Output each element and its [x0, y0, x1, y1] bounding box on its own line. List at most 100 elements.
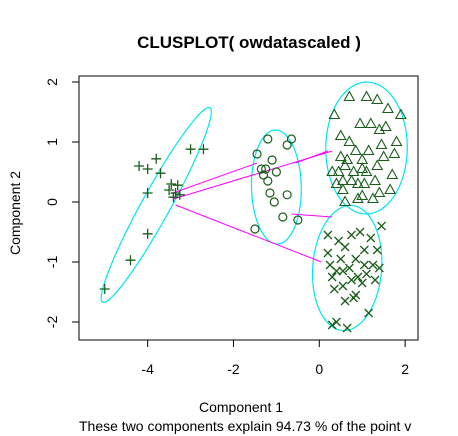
point-triangle-3-9: [339, 159, 351, 171]
point-triangle-3-40: [373, 123, 386, 135]
point-plus-1-1: [99, 284, 110, 294]
point-triangle-3-41: [336, 174, 349, 186]
y-axis-label: Component 2: [7, 171, 23, 255]
point-cross-4-24: [359, 260, 369, 270]
point-circle-2-11: [271, 167, 281, 177]
point-cross-4-29: [370, 275, 380, 285]
point-triangle-3-38: [360, 90, 373, 102]
point-cross-4-27: [366, 233, 376, 243]
y-tick-label-1: -2: [44, 316, 60, 329]
point-cross-4-23: [359, 245, 369, 255]
point-plus-1-3: [134, 161, 145, 171]
point-triangle-3-32: [382, 102, 394, 114]
point-triangle-3-2: [326, 165, 339, 177]
plot-area: [99, 81, 408, 333]
point-cross-4-14: [342, 323, 352, 333]
point-circle-2-6: [263, 134, 273, 144]
chart-subtitle: These two components explain 94.73 % of …: [79, 418, 411, 434]
point-triangle-3-21: [360, 165, 373, 177]
point-cross-4-13: [340, 296, 350, 306]
x-axis-label: Component 1: [199, 399, 283, 415]
point-triangle-3-14: [349, 144, 362, 156]
point-triangle-3-33: [384, 183, 397, 195]
point-cross-4-4: [327, 272, 337, 282]
point-circle-2-8: [265, 188, 275, 198]
x-tick-label-4: 2: [401, 361, 409, 377]
x-tick-label-1: -4: [141, 361, 154, 377]
point-cross-4-25: [362, 269, 371, 279]
point-plus-1-14: [174, 189, 185, 200]
point-plus-1-10: [166, 179, 177, 189]
point-circle-2-12: [278, 212, 288, 222]
x-tick-label-3: 0: [315, 361, 323, 377]
point-triangle-3-5: [334, 150, 347, 162]
cluster-link-3: [175, 204, 322, 263]
point-triangle-3-31: [379, 120, 392, 132]
point-cross-4-12: [340, 242, 350, 252]
point-cross-4-17: [347, 230, 356, 240]
point-cross-4-22: [357, 278, 367, 288]
point-cross-4-19: [351, 254, 361, 264]
point-cross-4-15: [344, 263, 354, 273]
cluster-link-1: [171, 162, 258, 195]
point-cross-4-7: [332, 266, 341, 276]
point-triangle-3-26: [371, 159, 384, 171]
y-tick-label-3: 0: [44, 198, 60, 206]
point-triangle-3-24: [367, 192, 379, 204]
point-triangle-3-37: [394, 108, 407, 120]
point-circle-2-15: [293, 215, 303, 225]
point-plus-1-9: [164, 185, 175, 195]
point-triangle-3-39: [343, 90, 356, 102]
point-cross-4-8: [332, 317, 341, 327]
point-triangle-3-42: [356, 162, 369, 174]
cluster-link-4: [295, 150, 329, 164]
point-cross-4-33: [338, 266, 348, 276]
point-plus-1-2: [125, 255, 136, 266]
cluster-ellipse-1: [100, 106, 212, 304]
axes: -4 -2 0 2 -2 -1 0 1 2: [44, 75, 419, 377]
point-cross-4-31: [374, 263, 384, 273]
cluster-ellipse-4: [311, 204, 383, 332]
point-circle-2-1: [250, 224, 260, 234]
point-cross-4-5: [327, 320, 337, 330]
cluster-ellipse-2: [250, 129, 302, 245]
cluster-ellipse-3: [325, 81, 408, 215]
cluster-link-5: [291, 213, 333, 218]
point-plus-1-8: [155, 168, 166, 179]
point-triangle-3-13: [347, 165, 360, 177]
point-circle-2-10: [269, 197, 279, 207]
point-circle-2-13: [282, 190, 292, 200]
point-triangle-3-23: [364, 117, 377, 129]
point-triangle-3-4: [332, 165, 345, 177]
plot-frame: [78, 75, 419, 341]
point-circle-2-5: [261, 164, 271, 174]
point-triangle-3-27: [371, 93, 384, 105]
point-circle-2-14: [286, 134, 297, 144]
point-triangle-3-10: [341, 153, 354, 165]
point-triangle-3-36: [390, 135, 403, 147]
point-plus-1-15: [185, 144, 196, 155]
point-cross-4-34: [351, 290, 361, 300]
point-triangle-3-12: [345, 174, 358, 186]
point-triangle-3-18: [356, 189, 369, 201]
point-triangle-3-16: [351, 177, 364, 189]
point-cross-4-26: [364, 308, 374, 318]
point-plus-1-7: [151, 153, 162, 164]
point-cross-4-20: [353, 272, 363, 282]
point-plus-1-16: [198, 144, 209, 155]
point-cross-4-10: [336, 254, 346, 264]
y-tick-label-2: -1: [44, 256, 60, 269]
point-circle-2-4: [258, 170, 269, 180]
point-cross-4-11: [338, 281, 348, 291]
point-plus-1-4: [142, 188, 153, 198]
point-triangle-3-19: [356, 153, 369, 165]
point-triangle-3-17: [354, 117, 367, 129]
point-plus-1-6: [142, 228, 153, 239]
point-plus-1-11: [168, 192, 179, 203]
point-plus-1-5: [142, 164, 153, 174]
point-triangle-3-35: [388, 147, 401, 159]
point-cross-4-16: [347, 275, 356, 285]
point-cross-4-2: [323, 248, 333, 258]
y-tick-label-5: 2: [44, 78, 60, 86]
